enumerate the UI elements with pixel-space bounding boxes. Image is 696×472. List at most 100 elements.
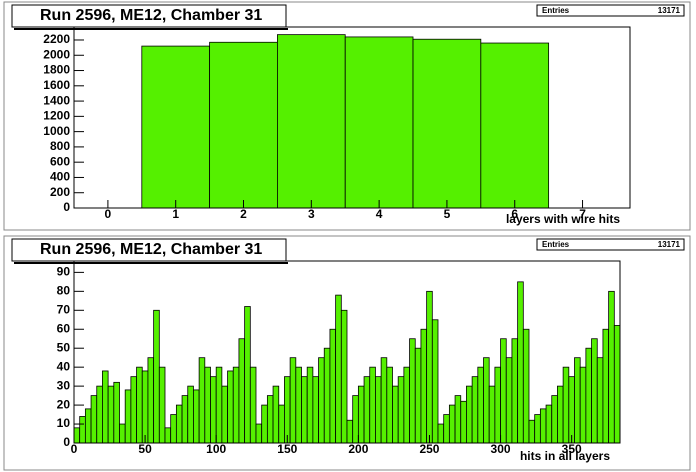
y-tick-label: 50 bbox=[57, 340, 71, 354]
y-tick-label: 400 bbox=[50, 170, 70, 184]
bar bbox=[522, 328, 530, 444]
x-tick-label: 4 bbox=[376, 207, 383, 221]
bar bbox=[153, 309, 160, 444]
bar bbox=[278, 404, 285, 444]
bar bbox=[585, 347, 592, 444]
bar bbox=[198, 357, 206, 444]
bar bbox=[141, 45, 211, 209]
frame-border bbox=[73, 26, 631, 209]
y-tick-label: 60 bbox=[57, 321, 71, 335]
bar bbox=[210, 376, 217, 444]
bar bbox=[90, 395, 98, 444]
bar bbox=[397, 376, 405, 444]
bar bbox=[363, 376, 371, 444]
x-tick-label: 250 bbox=[419, 442, 439, 456]
x-tick-label: 0 bbox=[105, 207, 112, 221]
bar bbox=[562, 366, 570, 444]
bar bbox=[266, 395, 274, 444]
bar bbox=[107, 385, 115, 444]
bar bbox=[420, 328, 428, 444]
bar bbox=[73, 427, 81, 444]
bar bbox=[511, 338, 519, 444]
bar bbox=[193, 389, 200, 444]
bar bbox=[574, 357, 581, 444]
bar bbox=[284, 376, 291, 444]
x-tick-label: 7 bbox=[579, 207, 586, 221]
x-axis-label: layers with wire hits bbox=[506, 212, 620, 226]
bar bbox=[500, 338, 507, 444]
bar bbox=[215, 366, 223, 444]
bar bbox=[130, 376, 137, 444]
bar bbox=[551, 395, 558, 444]
bar bbox=[335, 294, 342, 444]
bar bbox=[454, 395, 462, 444]
bar bbox=[517, 281, 524, 444]
bar bbox=[431, 319, 439, 444]
bar bbox=[437, 423, 445, 444]
bar bbox=[403, 366, 410, 444]
bar bbox=[591, 338, 598, 444]
y-tick-label: 200 bbox=[50, 185, 70, 199]
bar bbox=[102, 370, 109, 444]
bar bbox=[357, 385, 365, 444]
bar bbox=[443, 414, 450, 444]
x-tick-label: 300 bbox=[491, 442, 511, 456]
bar bbox=[557, 385, 564, 444]
bar bbox=[119, 423, 126, 444]
bar bbox=[209, 41, 278, 209]
bar bbox=[596, 357, 604, 444]
bar bbox=[602, 328, 610, 444]
bar bbox=[124, 389, 132, 444]
x-tick-label: 150 bbox=[277, 442, 297, 456]
bar bbox=[375, 376, 382, 444]
y-tick-label: 80 bbox=[57, 284, 71, 298]
bar bbox=[409, 338, 416, 444]
bar bbox=[158, 366, 166, 444]
bar bbox=[227, 370, 234, 444]
y-tick-label: 2200 bbox=[43, 32, 70, 46]
stats-box bbox=[536, 238, 685, 251]
bar bbox=[238, 338, 246, 444]
bar bbox=[323, 347, 331, 444]
bar bbox=[232, 366, 240, 444]
bar bbox=[141, 370, 149, 444]
x-tick-label: 6 bbox=[511, 207, 518, 221]
x-tick-label: 0 bbox=[71, 442, 78, 456]
x-tick-label: 350 bbox=[562, 442, 582, 456]
chart-title: Run 2596, ME12, Chamber 31 bbox=[40, 241, 262, 258]
bar bbox=[261, 404, 268, 444]
bar bbox=[187, 385, 194, 444]
bar bbox=[170, 414, 177, 444]
y-tick-label: 800 bbox=[50, 139, 70, 153]
y-tick-label: 1400 bbox=[43, 93, 70, 107]
bar bbox=[147, 357, 155, 444]
y-tick-label: 1200 bbox=[43, 109, 70, 123]
bar bbox=[181, 395, 189, 444]
bar bbox=[113, 381, 120, 444]
bar bbox=[480, 42, 550, 209]
bar bbox=[221, 385, 228, 444]
y-tick-label: 2000 bbox=[43, 47, 70, 61]
y-tick-label: 1800 bbox=[43, 63, 70, 77]
stats-box bbox=[536, 4, 685, 17]
bar bbox=[460, 400, 467, 444]
bar bbox=[539, 408, 547, 444]
bar bbox=[318, 357, 325, 444]
bar bbox=[386, 366, 393, 444]
x-axis-label: hits in all layers bbox=[520, 449, 610, 463]
bar bbox=[329, 328, 337, 444]
y-tick-label: 600 bbox=[50, 154, 70, 168]
bar bbox=[312, 376, 319, 444]
bar bbox=[204, 366, 211, 444]
bar bbox=[505, 357, 513, 444]
bar bbox=[306, 366, 314, 444]
bar bbox=[477, 366, 484, 444]
frame-border bbox=[73, 260, 621, 444]
bar bbox=[255, 423, 263, 444]
bar bbox=[79, 416, 86, 444]
bar bbox=[136, 366, 143, 444]
stats-value: 13171 bbox=[658, 6, 681, 15]
bar bbox=[249, 366, 257, 444]
stats-value: 13171 bbox=[658, 240, 681, 249]
stats-label: Entries bbox=[542, 6, 570, 15]
